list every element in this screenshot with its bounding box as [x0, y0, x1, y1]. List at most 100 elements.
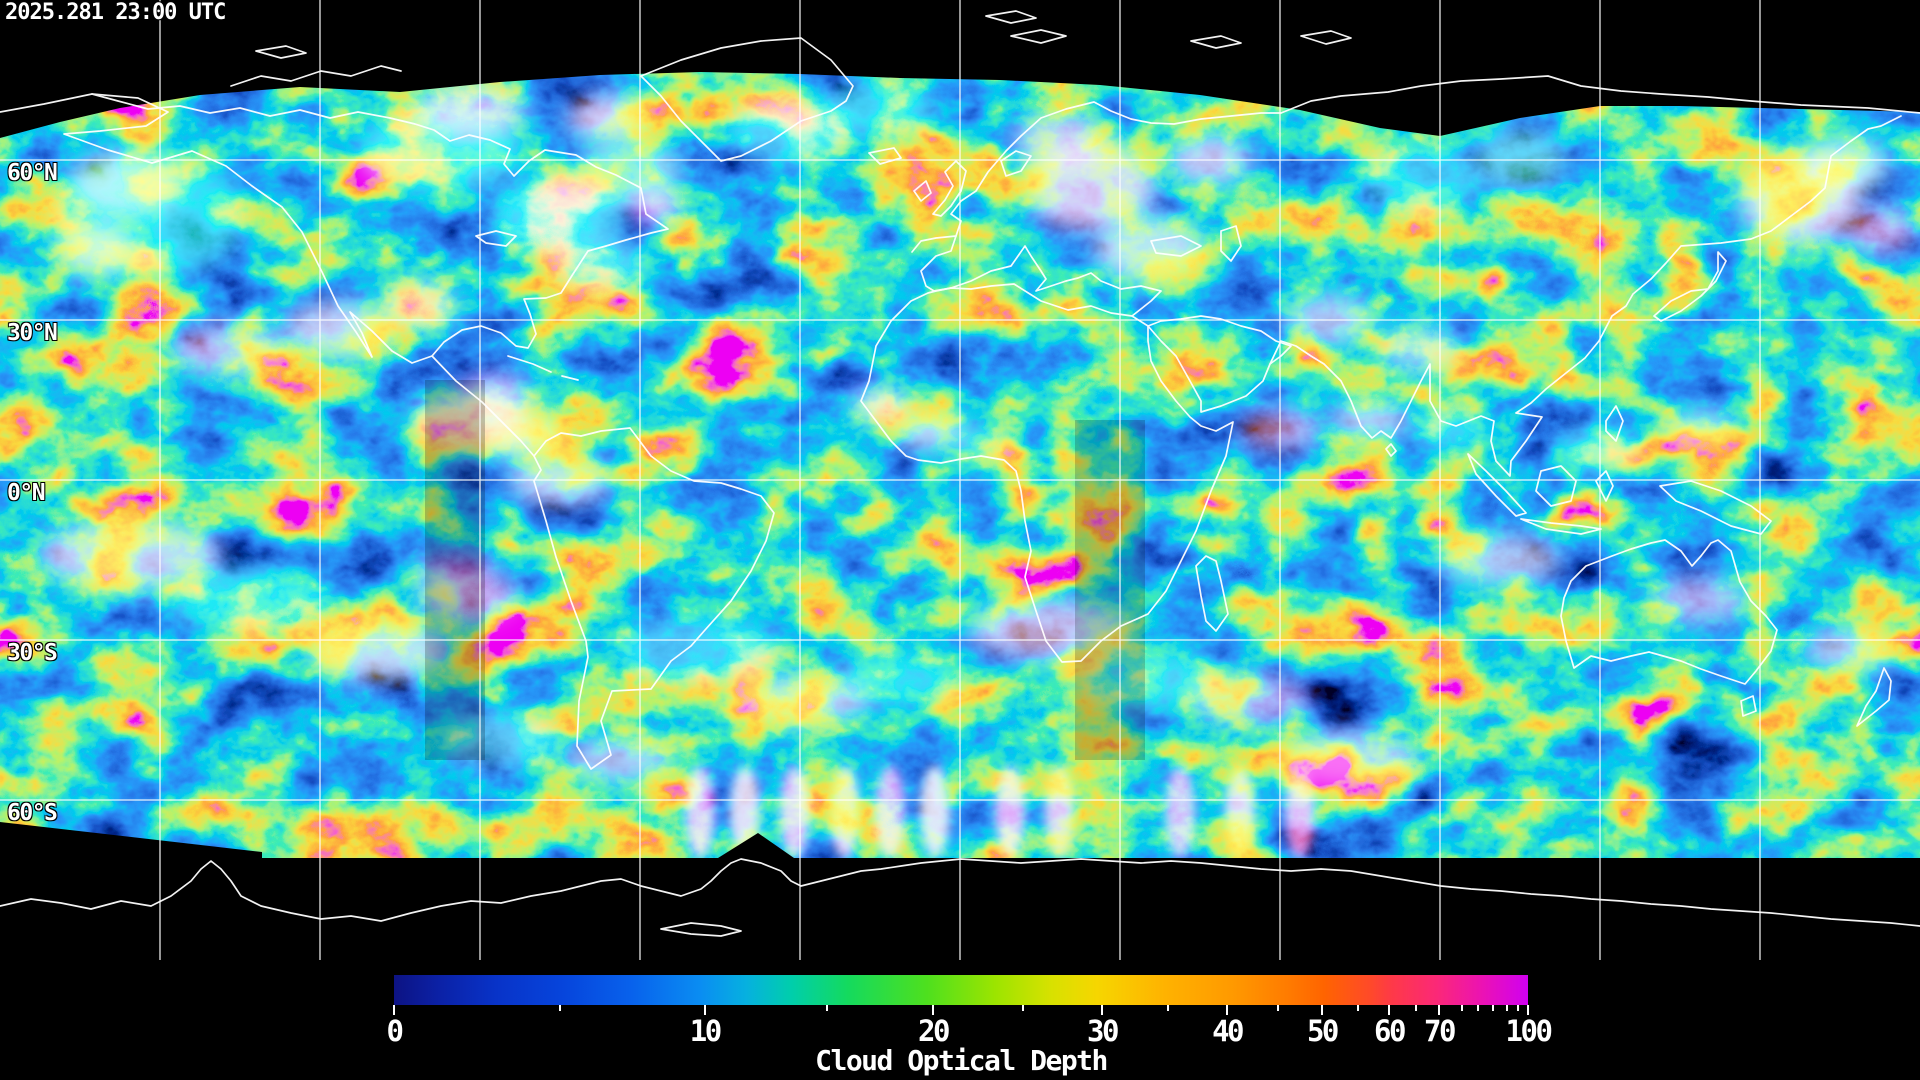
colorbar-minor-tick — [1506, 1005, 1509, 1011]
coastlines — [0, 10, 1920, 937]
colorbar-major-tick — [1320, 1005, 1323, 1015]
colorbar-tick-label: 20 — [918, 1014, 950, 1048]
cloud-highlight — [852, 389, 908, 421]
coastline-australia — [1560, 539, 1778, 685]
colorbar-major-tick — [1100, 1005, 1103, 1015]
colorbar-minor-tick — [1491, 1005, 1494, 1011]
cloud-highlight — [495, 177, 625, 253]
cloud-highlight — [170, 325, 290, 375]
colorbar-minor-tick — [825, 1005, 828, 1011]
colorbar-tick-label: 30 — [1086, 1014, 1119, 1048]
latitude-label: 0°N — [7, 480, 46, 506]
coastline-japan — [1653, 251, 1727, 322]
coastline-greenland — [640, 37, 854, 162]
colorbar-tick-label: 60 — [1374, 1014, 1406, 1048]
cloud-highlight — [55, 224, 135, 276]
colorbar-title: Cloud Optical Depth — [815, 1044, 1108, 1077]
coastline-north-america-east — [91, 93, 669, 357]
cloud-highlight — [70, 153, 180, 217]
coastline-baltic — [1000, 150, 1032, 177]
cloud-highlight — [1650, 578, 1750, 622]
coastline-europe-north — [950, 101, 1282, 237]
coastline-arctic-islands — [230, 10, 1352, 87]
cloud-highlight — [580, 140, 680, 200]
cloud-highlight — [840, 655, 960, 705]
latitude-label: 30°S — [7, 640, 58, 666]
cloud-highlight — [620, 620, 780, 680]
cloud-highlight — [1015, 112, 1105, 168]
colorbar-gradient — [394, 975, 1528, 1005]
cloud-highlight — [170, 570, 330, 630]
coastline-antarctica — [0, 858, 1920, 937]
coastline-british-isles — [913, 160, 967, 217]
colorbar-minor-tick — [1167, 1005, 1170, 1011]
swath-stripe — [1285, 766, 1315, 858]
colorbar-tick-label: 40 — [1212, 1014, 1244, 1048]
swath-stripe — [920, 766, 950, 858]
swath-stripe — [995, 766, 1025, 858]
coastline-north-america-west — [0, 93, 535, 457]
swath-stripe-artifacts — [685, 766, 1315, 858]
cloud-highlight — [1332, 402, 1408, 438]
cloud-highlight — [1080, 652, 1220, 708]
cloud-highlight — [568, 96, 652, 140]
cloud-highlight — [565, 738, 675, 782]
latitude-label: 30°N — [7, 320, 58, 346]
cloud-highlight — [385, 283, 455, 327]
cloud-highlight — [285, 302, 395, 358]
timestamp-label: 2025.281 23:00 UTC — [5, 0, 226, 25]
coastline-sri-lanka — [1385, 443, 1397, 457]
coastline-europe-south — [911, 235, 1162, 317]
coastline-africa — [860, 283, 1234, 663]
colorbar-major-tick — [1226, 1005, 1229, 1015]
swath-stripe — [730, 766, 760, 858]
colorbar-major-tick — [1387, 1005, 1390, 1015]
cloud-highlight — [970, 600, 1130, 660]
swath-stripe — [1225, 766, 1255, 858]
cloud-highlight — [1190, 675, 1310, 725]
colorbar: 0 10 20 30 40 50 60 70 100 Cloud Optical Depth — [0, 960, 1920, 1080]
cloud-highlight — [555, 240, 645, 290]
cloud-highlight — [1360, 145, 1480, 215]
colorbar-tick-label: 100 — [1505, 1014, 1553, 1048]
colorbar-tick-label: 70 — [1424, 1014, 1456, 1048]
coastline-madagascar — [1195, 555, 1229, 632]
colorbar-minor-tick — [1461, 1005, 1463, 1011]
cloud-highlight — [485, 413, 565, 457]
cloud-highlight — [1095, 218, 1205, 282]
swath-stripe — [780, 766, 810, 858]
swath-stripe — [1045, 766, 1075, 858]
coastline-arabia — [1147, 315, 1292, 413]
colorbar-minor-tick — [1357, 1005, 1359, 1011]
colorbar-major-tick — [393, 1005, 395, 1015]
coastline-great-lakes — [475, 230, 517, 247]
colorbar-major-tick — [931, 1005, 934, 1015]
coastline-caribbean — [507, 355, 579, 381]
swath-stripe — [830, 766, 860, 858]
cloud-highlight — [415, 86, 525, 138]
colorbar-major-tick — [1437, 1005, 1440, 1015]
coastline-asia-north — [1280, 75, 1920, 114]
coastline-caspian-black-sea — [1150, 225, 1242, 262]
coastline-asia-east — [1269, 115, 1902, 477]
cloud-highlight — [415, 555, 495, 595]
colorbar-minor-tick — [1517, 1005, 1520, 1011]
colorbar-minor-tick — [1276, 1005, 1279, 1011]
cloud-highlight — [1415, 412, 1485, 448]
cloud-highlight — [955, 429, 1015, 461]
swath-seam — [1075, 420, 1145, 760]
colorbar-tick-label: 10 — [689, 1014, 722, 1048]
cloud-highlight — [1280, 732, 1420, 788]
swath-stripe — [875, 766, 905, 858]
antarctic-terrain-notch — [718, 833, 794, 858]
cloud-highlight — [1380, 328, 1460, 372]
latitude-label: 60°S — [7, 800, 58, 826]
world-map — [0, 0, 1920, 960]
southwest-data-gap — [0, 822, 262, 960]
cloud-highlight — [310, 620, 450, 680]
colorbar-minor-tick — [1022, 1005, 1025, 1011]
swath-seam — [425, 380, 485, 760]
colorbar-tick-label: 50 — [1306, 1014, 1339, 1048]
colorbar-minor-tick — [1414, 1005, 1417, 1011]
